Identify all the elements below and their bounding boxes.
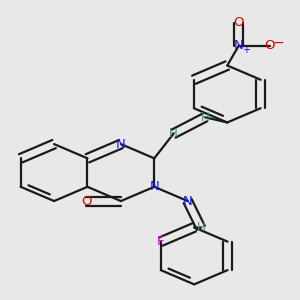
Text: F: F [157,235,164,248]
Text: N: N [183,195,193,208]
Text: N: N [116,138,126,151]
Text: H: H [196,221,205,234]
Text: H: H [201,111,209,124]
Text: O: O [81,195,92,208]
Text: +: + [242,45,250,55]
Text: O: O [264,39,275,52]
Text: −: − [273,36,284,50]
Text: O: O [234,16,244,29]
Text: H: H [169,127,178,140]
Text: N: N [149,180,159,193]
Text: N: N [234,39,244,52]
